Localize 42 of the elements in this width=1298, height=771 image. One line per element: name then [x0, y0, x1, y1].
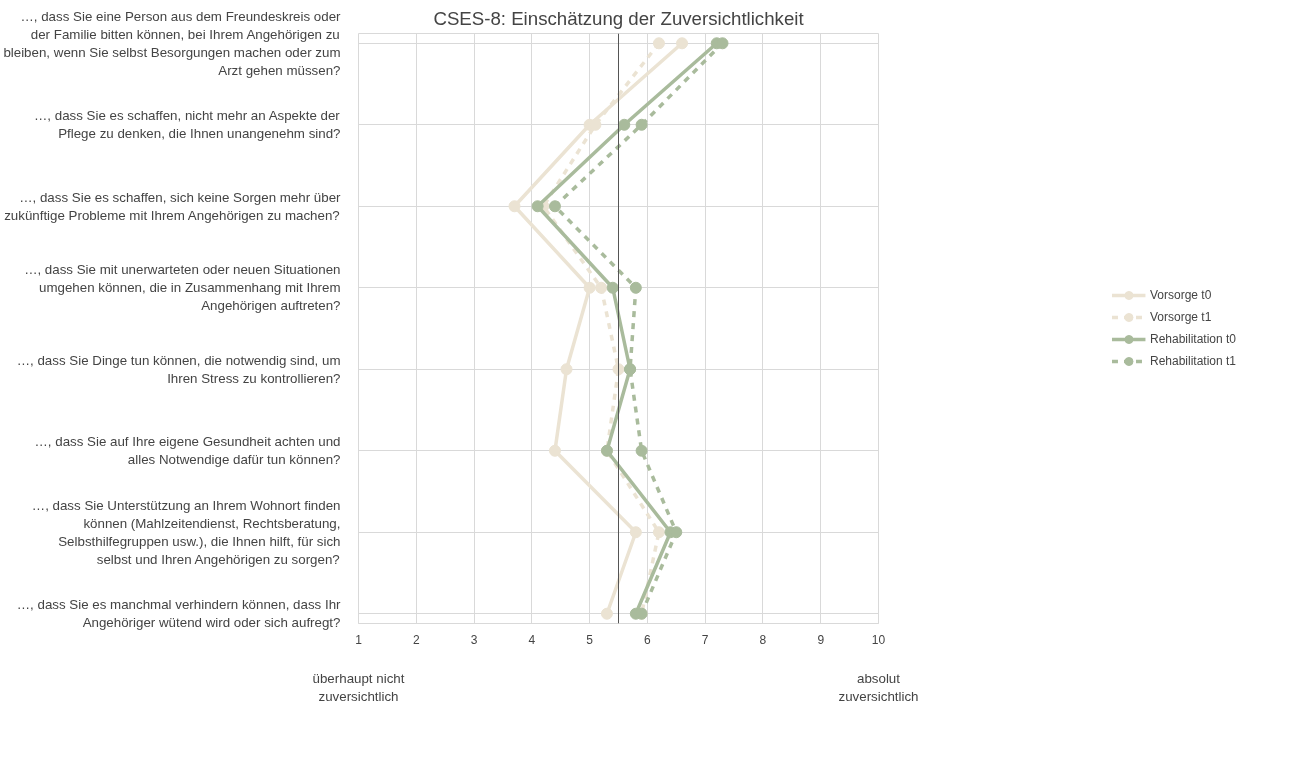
text: absolut zuversichtlich: [838, 670, 919, 704]
y-tick-label: …, dass Sie es schaffen, sich keine Sorgen mehr über zukünftige Probleme mit Ihrem Angehörigen zu machen?: [4, 189, 342, 223]
x-tick-label: 1: [355, 632, 363, 647]
y-tick-label: …, dass Sie mit unerwarteten oder neuen Situationen umgehen können, die in Zusammenhang mit Ihrem Angehörigen auftreten?: [24, 262, 341, 314]
point: [548, 444, 561, 457]
x-tick-label: 5: [586, 632, 594, 647]
x-tick-label: 6: [644, 632, 652, 647]
legend-label: Rehabilitation t1: [1149, 354, 1237, 368]
x-tick-label: 9: [817, 632, 825, 647]
y-tick-label: …, dass Sie auf Ihre eigene Gesundheit achten und alles Notwendige dafür tun können?: [34, 434, 341, 468]
point: [629, 281, 642, 294]
chart-title: CSES-8: Einschätzung der Zuversichtlichkeit: [433, 7, 805, 29]
point: [606, 281, 619, 294]
point: [652, 37, 665, 50]
legend-label: Vorsorge t1: [1149, 310, 1212, 324]
point: [635, 444, 648, 457]
x-tick-label: 2: [412, 632, 420, 647]
legend-label: Vorsorge t0: [1149, 288, 1212, 302]
y-tick-label: …, dass Sie es schaffen, nicht mehr an Aspekte der Pflege zu denken, die Ihnen unangenehm sind?: [34, 108, 341, 142]
legend-label: Rehabilitation t0: [1149, 332, 1237, 346]
y-tick-label: …, dass Sie Unterstützung an Ihrem Wohnort finden können (Mahlzeitendienst, Rechtsberatung, Selbsthilfegruppen usw.), die Ihnen hilft, für sich selbst und Ihren Angehörigen zu sorgen?: [31, 497, 341, 567]
y-tick-label: …, dass Sie Dinge tun können, die notwendig sind, um Ihren Stress zu kontrollieren?: [16, 352, 341, 386]
y-tick-label: …, dass Sie eine Person aus dem Freundeskreis oder der Familie bitten können, bei Ihrem Angehörigen zu bleiben, wenn Sie selbst Besorgungen machen oder zum Arzt gehen müssen?: [3, 8, 342, 78]
point: [618, 118, 631, 131]
x-tick-label: 4: [528, 632, 536, 647]
point: [560, 363, 573, 376]
point: [508, 200, 521, 213]
x-tick-label: 7: [701, 632, 709, 647]
point: [629, 526, 642, 539]
y-tick-label: …, dass Sie es manchmal verhindern können, dass Ihr Angehöriger wütend wird oder sich aufregt?: [16, 597, 342, 631]
x-tick-label: 10: [871, 632, 886, 647]
point: [652, 526, 665, 539]
point: [531, 200, 544, 213]
x-tick-label: 8: [759, 632, 767, 647]
point: [583, 281, 596, 294]
text: überhaupt nicht zuversichtlich: [312, 670, 405, 704]
point: [600, 607, 613, 620]
point: [548, 200, 561, 213]
point: [595, 281, 608, 294]
x-tick-label: 3: [470, 632, 478, 647]
point: [635, 118, 648, 131]
point: [676, 37, 689, 50]
